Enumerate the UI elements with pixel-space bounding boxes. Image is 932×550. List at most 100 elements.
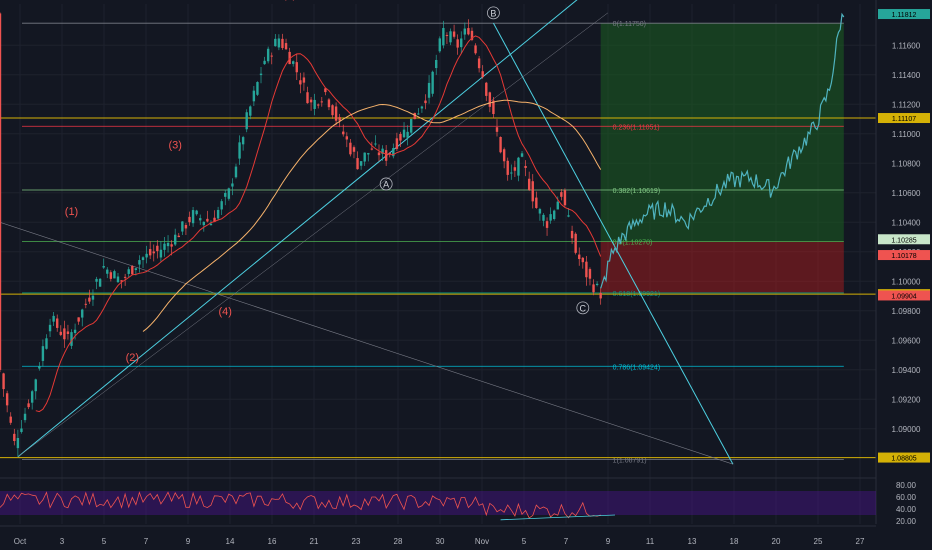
candle-body — [9, 416, 12, 423]
x-tick-label: 7 — [144, 537, 149, 546]
candle-body — [495, 127, 499, 132]
candle-body — [574, 233, 577, 253]
candle-body — [556, 201, 559, 210]
candle-body — [499, 137, 502, 153]
candle-body — [553, 210, 556, 220]
price-tag — [878, 113, 930, 124]
wave-label: (4) — [219, 306, 232, 318]
candle-body — [52, 315, 55, 322]
candle-body — [284, 43, 288, 50]
price-tag-label: 1.11812 — [892, 12, 917, 19]
candle-body — [181, 221, 184, 232]
fib-level-label: 0.786(1.09424) — [613, 364, 660, 371]
candle-body — [599, 292, 602, 299]
fib-level-label: 0.382(1.10619) — [613, 188, 660, 195]
candle-body — [66, 331, 70, 335]
x-tick-label: Nov — [475, 537, 489, 546]
price-tag — [878, 250, 930, 261]
projected-price-path — [600, 12, 845, 289]
rsi-tick-label: 20.00 — [896, 517, 917, 526]
x-tick-label: 21 — [310, 537, 319, 546]
candle-body — [384, 150, 388, 161]
candle-body — [127, 269, 130, 274]
x-tick-label: 9 — [186, 537, 191, 546]
candle-body — [256, 82, 259, 95]
candle-body — [138, 260, 141, 265]
candle-body — [81, 309, 84, 318]
candle-body — [538, 209, 542, 214]
candle-body — [463, 28, 467, 35]
price-tag — [878, 9, 930, 20]
y-tick-label: 1.09800 — [892, 307, 921, 316]
candle-body — [402, 129, 406, 138]
candle-body — [30, 391, 34, 403]
candle-body — [578, 254, 581, 260]
candle-body — [38, 366, 41, 369]
candle-body — [413, 112, 416, 120]
profit-zone — [600, 23, 844, 242]
candle-body — [563, 190, 567, 206]
wave-label: (1) — [65, 206, 78, 218]
candle-body — [545, 221, 549, 228]
y-tick-label: 1.09600 — [892, 336, 921, 345]
fib-level-label: 1(1.08791) — [613, 458, 647, 465]
candle-body — [63, 328, 66, 340]
candle-body — [560, 192, 563, 197]
candle-body — [370, 148, 374, 150]
candle-body — [324, 88, 327, 93]
candle-body — [152, 251, 155, 254]
candle-body — [392, 148, 395, 157]
y-tick-label: 1.10000 — [892, 277, 921, 286]
slow-moving-average — [142, 99, 602, 332]
candle-body — [406, 131, 409, 138]
candle-body — [363, 152, 366, 162]
candle-body — [170, 244, 173, 247]
candle-body — [449, 31, 452, 43]
candle-body — [84, 303, 88, 305]
candle-body — [420, 106, 424, 109]
candle-body — [442, 27, 445, 46]
candle-body — [320, 101, 323, 103]
candle-body — [195, 210, 198, 215]
candle-body — [435, 59, 438, 69]
x-tick-label: 3 — [60, 537, 65, 546]
candle-body — [56, 318, 59, 328]
price-tag — [878, 234, 930, 245]
candle-body — [202, 221, 206, 226]
wave-label-circle — [379, 177, 393, 191]
candle-body — [510, 172, 513, 174]
fib-level-label: 0.236(1.11051) — [613, 124, 660, 131]
candle-body — [581, 257, 585, 263]
candle-body — [59, 331, 62, 335]
candle-body — [309, 99, 313, 103]
candle-body — [34, 379, 37, 392]
wave-label: C — [580, 303, 587, 313]
diagonal-line — [17, 12, 608, 458]
candle-body — [331, 105, 334, 116]
candle-body — [317, 104, 320, 106]
y-tick-label: 1.10400 — [892, 218, 921, 227]
x-tick-label: 7 — [564, 537, 569, 546]
candle-body — [216, 209, 220, 219]
candle-body — [0, 13, 2, 370]
x-tick-label: 28 — [394, 537, 403, 546]
x-tick-label: 30 — [436, 537, 445, 546]
candle-body — [388, 153, 391, 155]
fib-level-label: 0.5(1.10270) — [613, 239, 653, 246]
candle-body — [445, 34, 449, 36]
candle-body — [224, 192, 227, 197]
candle-body — [409, 118, 413, 133]
candle-body — [595, 283, 599, 285]
candle-body — [567, 215, 570, 217]
candle-body — [527, 178, 531, 190]
y-tick-label: 1.10600 — [892, 189, 921, 198]
candle-body — [485, 82, 488, 96]
candle-body — [488, 92, 492, 107]
wave-label: A — [383, 179, 389, 189]
candle-body — [120, 280, 123, 282]
candle-body — [570, 230, 574, 239]
candle-body — [274, 38, 277, 47]
candle-body — [241, 137, 245, 145]
candle-body — [163, 243, 166, 250]
